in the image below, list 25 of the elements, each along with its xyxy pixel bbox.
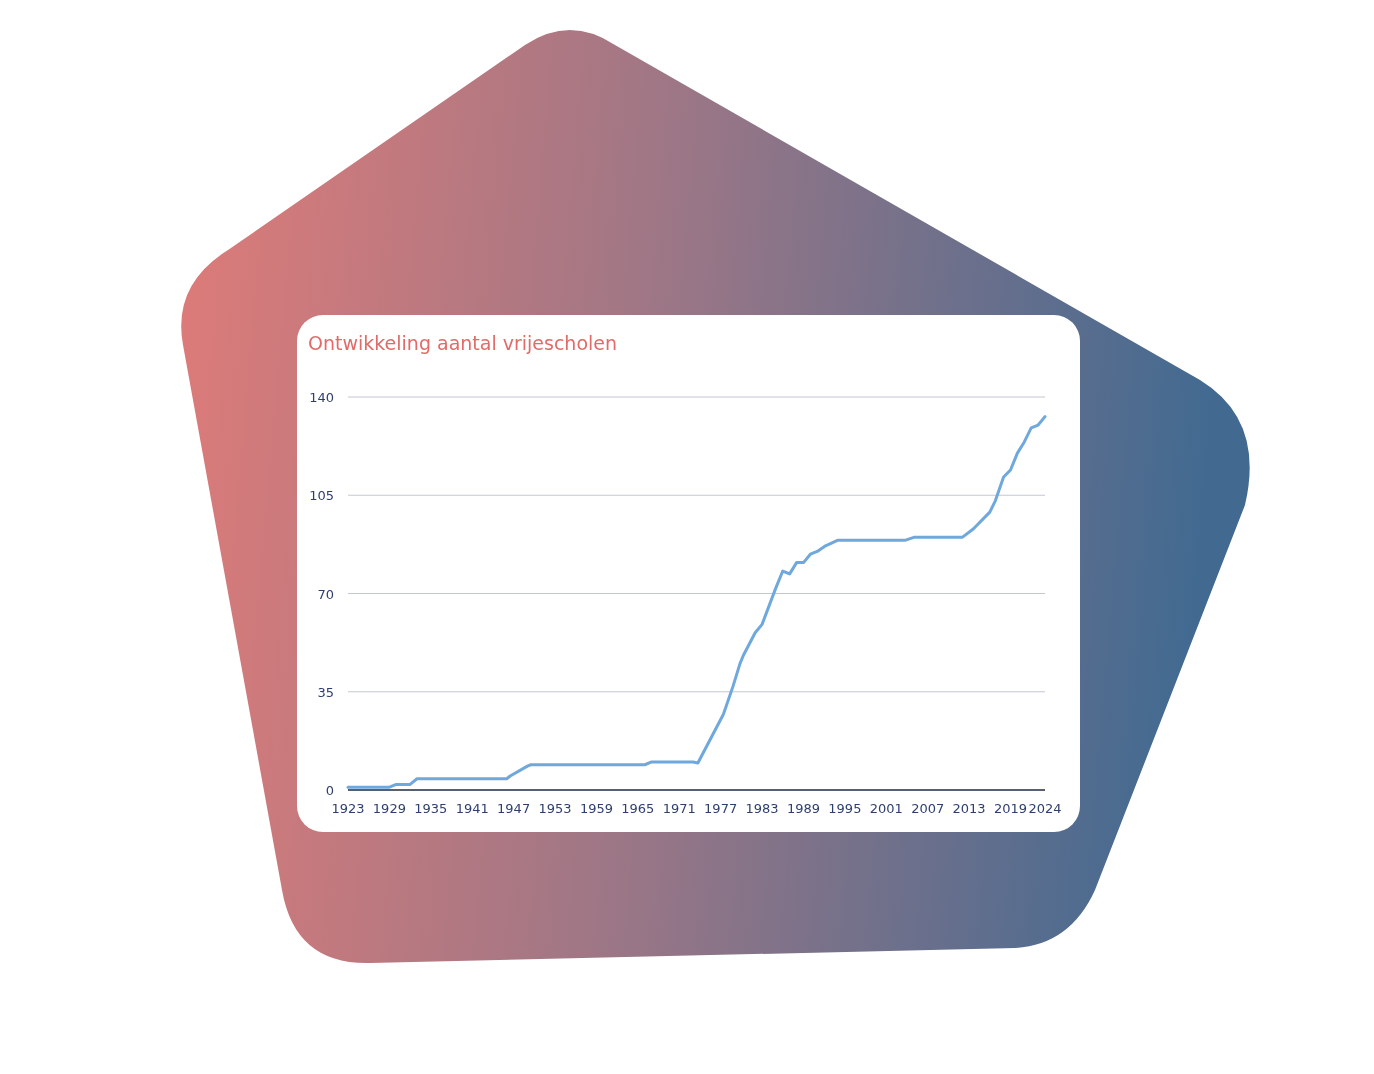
x-tick-label: 1989 <box>786 801 821 816</box>
x-tick-label: 1923 <box>331 801 365 816</box>
x-tick-label: 1965 <box>621 801 655 816</box>
x-tick-label: 2024 <box>1028 801 1062 816</box>
x-tick-label: 1941 <box>455 801 489 816</box>
x-tick-label: 1983 <box>745 801 779 816</box>
x-tick-label: 1959 <box>579 801 613 816</box>
x-tick-label: 1995 <box>828 801 862 816</box>
y-tick-label: 35 <box>317 684 334 700</box>
x-tick-label: 1953 <box>538 801 572 816</box>
y-tick-label: 0 <box>325 783 334 798</box>
y-tick-label: 105 <box>309 488 334 504</box>
x-tick-label: 2001 <box>869 801 903 816</box>
y-tick-label: 70 <box>317 586 334 602</box>
y-tick-label: 140 <box>309 390 334 405</box>
line-series <box>346 415 1047 789</box>
x-tick-label: 2013 <box>952 801 986 816</box>
x-tick-label: 1977 <box>704 801 738 816</box>
x-tick-label: 2007 <box>911 801 945 816</box>
x-tick-label: 1935 <box>414 801 448 816</box>
x-tick-label: 1947 <box>497 801 531 816</box>
x-tick-label: 1929 <box>372 801 406 816</box>
x-tick-label: 1971 <box>662 801 696 816</box>
x-tick-label: 2019 <box>993 801 1028 816</box>
chart-title: Ontwikkeling aantal vrijescholen <box>308 332 618 354</box>
